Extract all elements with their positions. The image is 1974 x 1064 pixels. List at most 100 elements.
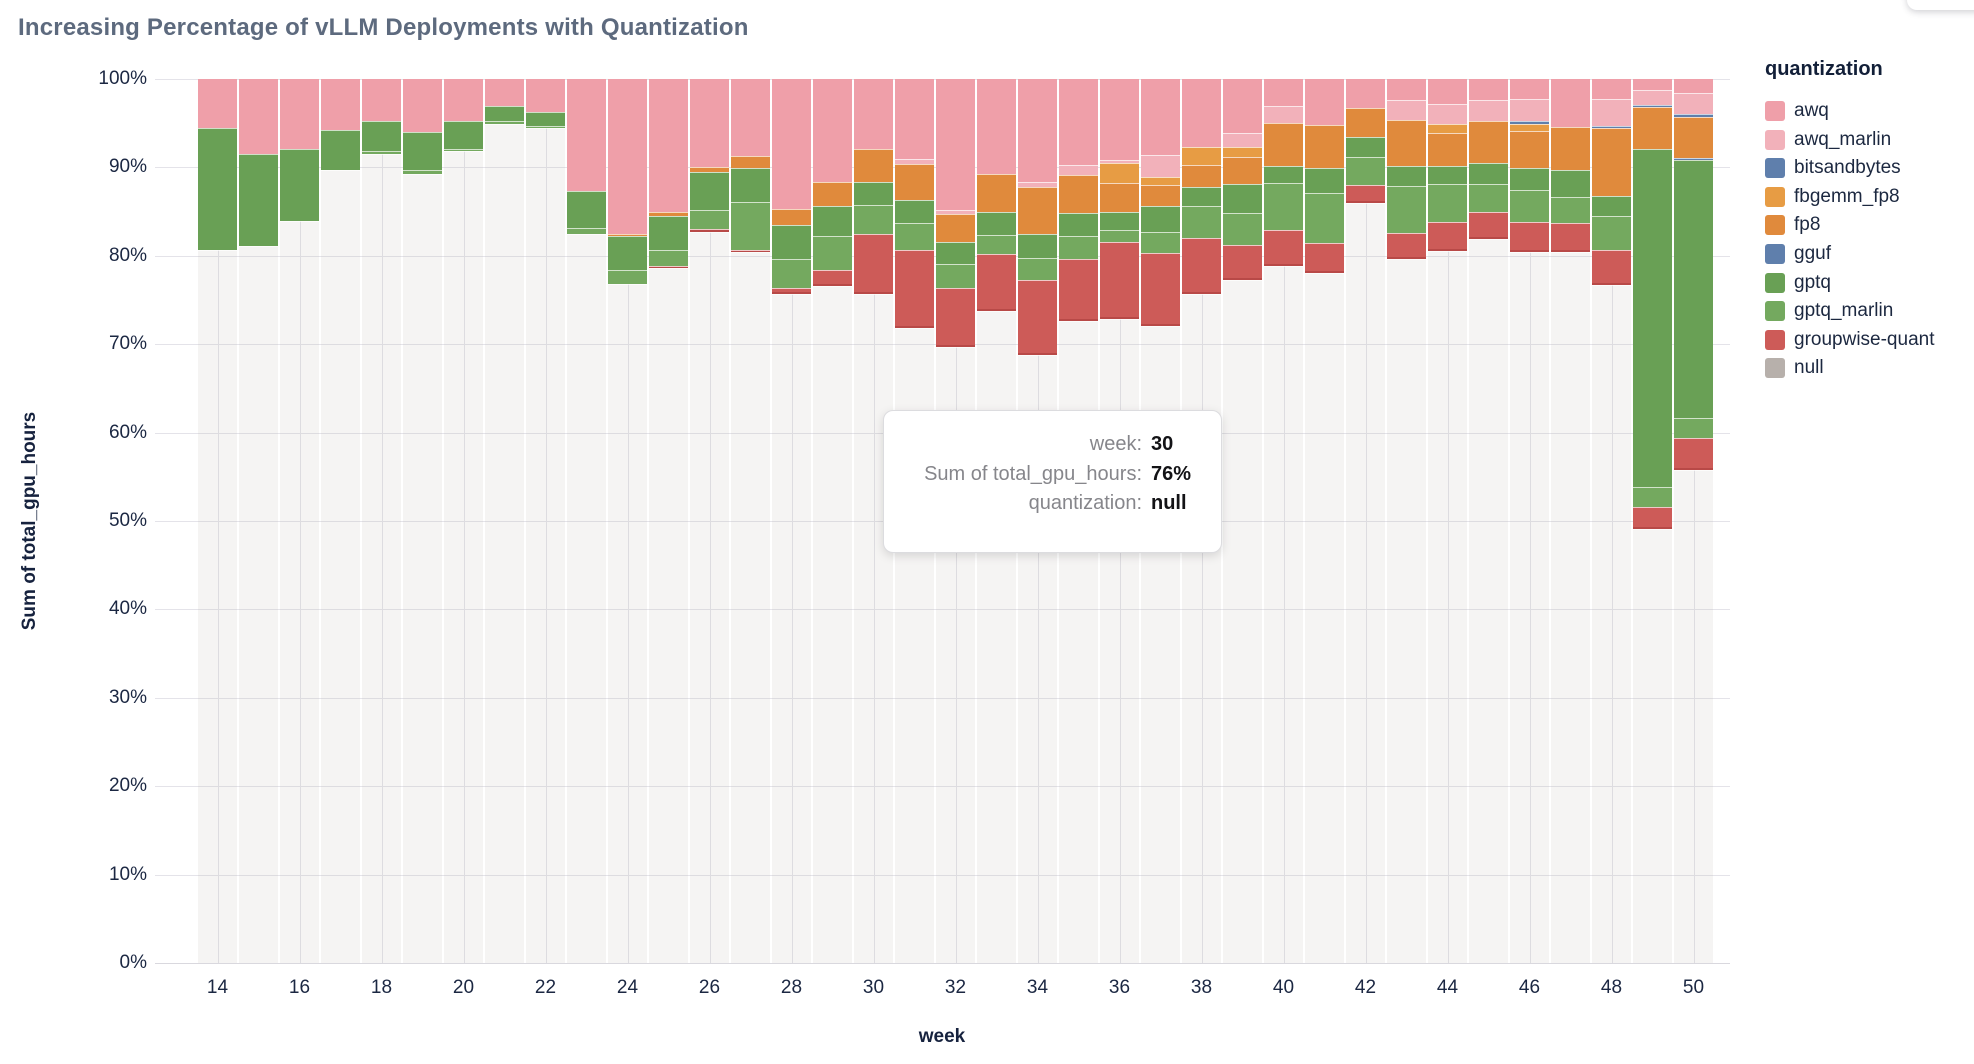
bar-segment-awq[interactable] — [1674, 79, 1713, 94]
bar-week-27[interactable] — [731, 79, 770, 963]
bar-segment-gptq[interactable] — [1059, 213, 1098, 237]
bar-segment-gptq_marlin[interactable] — [1510, 190, 1549, 223]
bar-segment-null[interactable] — [403, 173, 442, 963]
bar-week-45[interactable] — [1469, 79, 1508, 963]
bar-segment-gptq[interactable] — [1346, 137, 1385, 157]
bar-segment-gptq_marlin[interactable] — [1592, 215, 1631, 250]
bar-segment-awq_marlin[interactable] — [1469, 100, 1508, 122]
bar-week-28[interactable] — [772, 79, 811, 963]
bar-segment-gptq[interactable] — [444, 120, 483, 149]
bar-week-40[interactable] — [1264, 79, 1303, 963]
legend-item-awq_marlin[interactable]: awq_marlin — [1765, 129, 1965, 150]
bar-segment-gptq_marlin[interactable] — [1633, 487, 1672, 507]
bar-week-50[interactable] — [1674, 79, 1713, 963]
bar-week-29[interactable] — [813, 79, 852, 963]
bar-segment-fbgemm_fp8[interactable] — [1182, 147, 1221, 165]
bar-segment-fp8[interactable] — [1141, 185, 1180, 207]
bar-segment-awq[interactable] — [731, 79, 770, 156]
bar-segment-fbgemm_fp8[interactable] — [1223, 147, 1262, 157]
bar-segment-awq[interactable] — [608, 79, 647, 234]
bar-segment-fbgemm_fp8[interactable] — [1100, 162, 1139, 184]
bar-segment-gptq[interactable] — [690, 171, 729, 210]
bar-week-15[interactable] — [239, 79, 278, 963]
bar-segment-awq[interactable] — [1059, 79, 1098, 165]
bar-segment-awq[interactable] — [567, 79, 606, 192]
bar-segment-gptq[interactable] — [977, 211, 1016, 235]
bar-segment-gptq_marlin[interactable] — [1141, 231, 1180, 254]
bar-segment-null[interactable] — [1182, 293, 1221, 963]
bar-segment-fp8[interactable] — [649, 212, 688, 216]
bar-segment-awq[interactable] — [854, 79, 893, 149]
bar-segment-null[interactable] — [1387, 259, 1426, 963]
bar-segment-gptq[interactable] — [321, 130, 360, 171]
bar-segment-gptq_marlin[interactable] — [731, 201, 770, 250]
bar-week-39[interactable] — [1223, 79, 1262, 963]
bar-segment-gptq[interactable] — [854, 181, 893, 206]
bar-segment-awq[interactable] — [813, 79, 852, 183]
bar-segment-fp8[interactable] — [1428, 132, 1467, 166]
bar-segment-awq[interactable] — [895, 79, 934, 160]
bar-segment-groupwise-quant[interactable] — [1141, 253, 1180, 326]
bar-segment-fp8[interactable] — [1223, 156, 1262, 185]
legend-item-fbgemm_fp8[interactable]: fbgemm_fp8 — [1765, 186, 1965, 207]
bar-segment-groupwise-quant[interactable] — [1510, 222, 1549, 253]
bar-segment-gptq[interactable] — [936, 241, 975, 264]
bar-segment-groupwise-quant[interactable] — [1387, 232, 1426, 260]
bar-segment-awq_marlin[interactable] — [1059, 164, 1098, 176]
bar-segment-fp8[interactable] — [1510, 131, 1549, 169]
bar-segment-awq_marlin[interactable] — [1592, 99, 1631, 126]
bar-segment-null[interactable] — [1346, 202, 1385, 963]
bar-segment-gptq_marlin[interactable] — [936, 263, 975, 288]
bar-segment-null[interactable] — [813, 285, 852, 963]
bar-week-43[interactable] — [1387, 79, 1426, 963]
bar-segment-fp8[interactable] — [1346, 108, 1385, 138]
bar-segment-null[interactable] — [1510, 252, 1549, 963]
bar-segment-null[interactable] — [1592, 284, 1631, 963]
bar-segment-awq[interactable] — [362, 79, 401, 122]
bar-segment-gptq[interactable] — [813, 206, 852, 237]
bar-segment-gptq_marlin[interactable] — [649, 250, 688, 267]
bar-segment-awq_marlin[interactable] — [1100, 160, 1139, 163]
bar-segment-fp8[interactable] — [1633, 107, 1672, 149]
bar-segment-awq_marlin[interactable] — [1428, 103, 1467, 125]
bar-segment-fp8[interactable] — [854, 148, 893, 182]
bar-segment-gptq_marlin[interactable] — [1346, 156, 1385, 186]
bar-segment-awq[interactable] — [1223, 79, 1262, 133]
bar-week-30[interactable] — [854, 79, 893, 963]
bar-segment-gptq[interactable] — [895, 200, 934, 224]
bar-segment-awq[interactable] — [1346, 79, 1385, 109]
bar-segment-awq[interactable] — [1018, 79, 1057, 183]
bar-week-23[interactable] — [567, 79, 606, 963]
bar-segment-gptq[interactable] — [1100, 211, 1139, 231]
bar-segment-gptq[interactable] — [1428, 165, 1467, 185]
bar-segment-fbgemm_fp8[interactable] — [1510, 124, 1549, 132]
bar-segment-gptq[interactable] — [198, 127, 237, 250]
legend-item-groupwise-quant[interactable]: groupwise-quant — [1765, 329, 1965, 350]
bar-segment-fp8[interactable] — [895, 163, 934, 201]
bar-week-25[interactable] — [649, 79, 688, 963]
bar-segment-awq[interactable] — [1305, 79, 1344, 125]
bar-week-21[interactable] — [485, 79, 524, 963]
bar-segment-groupwise-quant[interactable] — [1633, 506, 1672, 529]
bar-segment-awq[interactable] — [1592, 79, 1631, 100]
bar-segment-null[interactable] — [608, 284, 647, 963]
bar-segment-groupwise-quant[interactable] — [1674, 437, 1713, 470]
bar-week-24[interactable] — [608, 79, 647, 963]
bar-segment-gptq[interactable] — [485, 106, 524, 122]
bar-segment-fp8[interactable] — [1059, 175, 1098, 214]
legend-item-gguf[interactable]: gguf — [1765, 243, 1965, 264]
bar-segment-groupwise-quant[interactable] — [1305, 243, 1344, 273]
bar-segment-awq_marlin[interactable] — [1387, 100, 1426, 120]
bar-segment-awq_marlin[interactable] — [1223, 132, 1262, 148]
bar-segment-fbgemm_fp8[interactable] — [1141, 177, 1180, 186]
bar-segment-fp8[interactable] — [1264, 123, 1303, 166]
bar-segment-null[interactable] — [321, 170, 360, 963]
bar-segment-groupwise-quant[interactable] — [731, 249, 770, 253]
bar-segment-gptq_marlin[interactable] — [1264, 183, 1303, 231]
bar-segment-gptq_marlin[interactable] — [1018, 258, 1057, 280]
bar-segment-null[interactable] — [1469, 238, 1508, 963]
bar-segment-groupwise-quant[interactable] — [895, 249, 934, 329]
bar-segment-gptq_marlin[interactable] — [362, 151, 401, 155]
bar-segment-awq_marlin[interactable] — [1264, 106, 1303, 124]
bar-segment-awq[interactable] — [1633, 79, 1672, 90]
